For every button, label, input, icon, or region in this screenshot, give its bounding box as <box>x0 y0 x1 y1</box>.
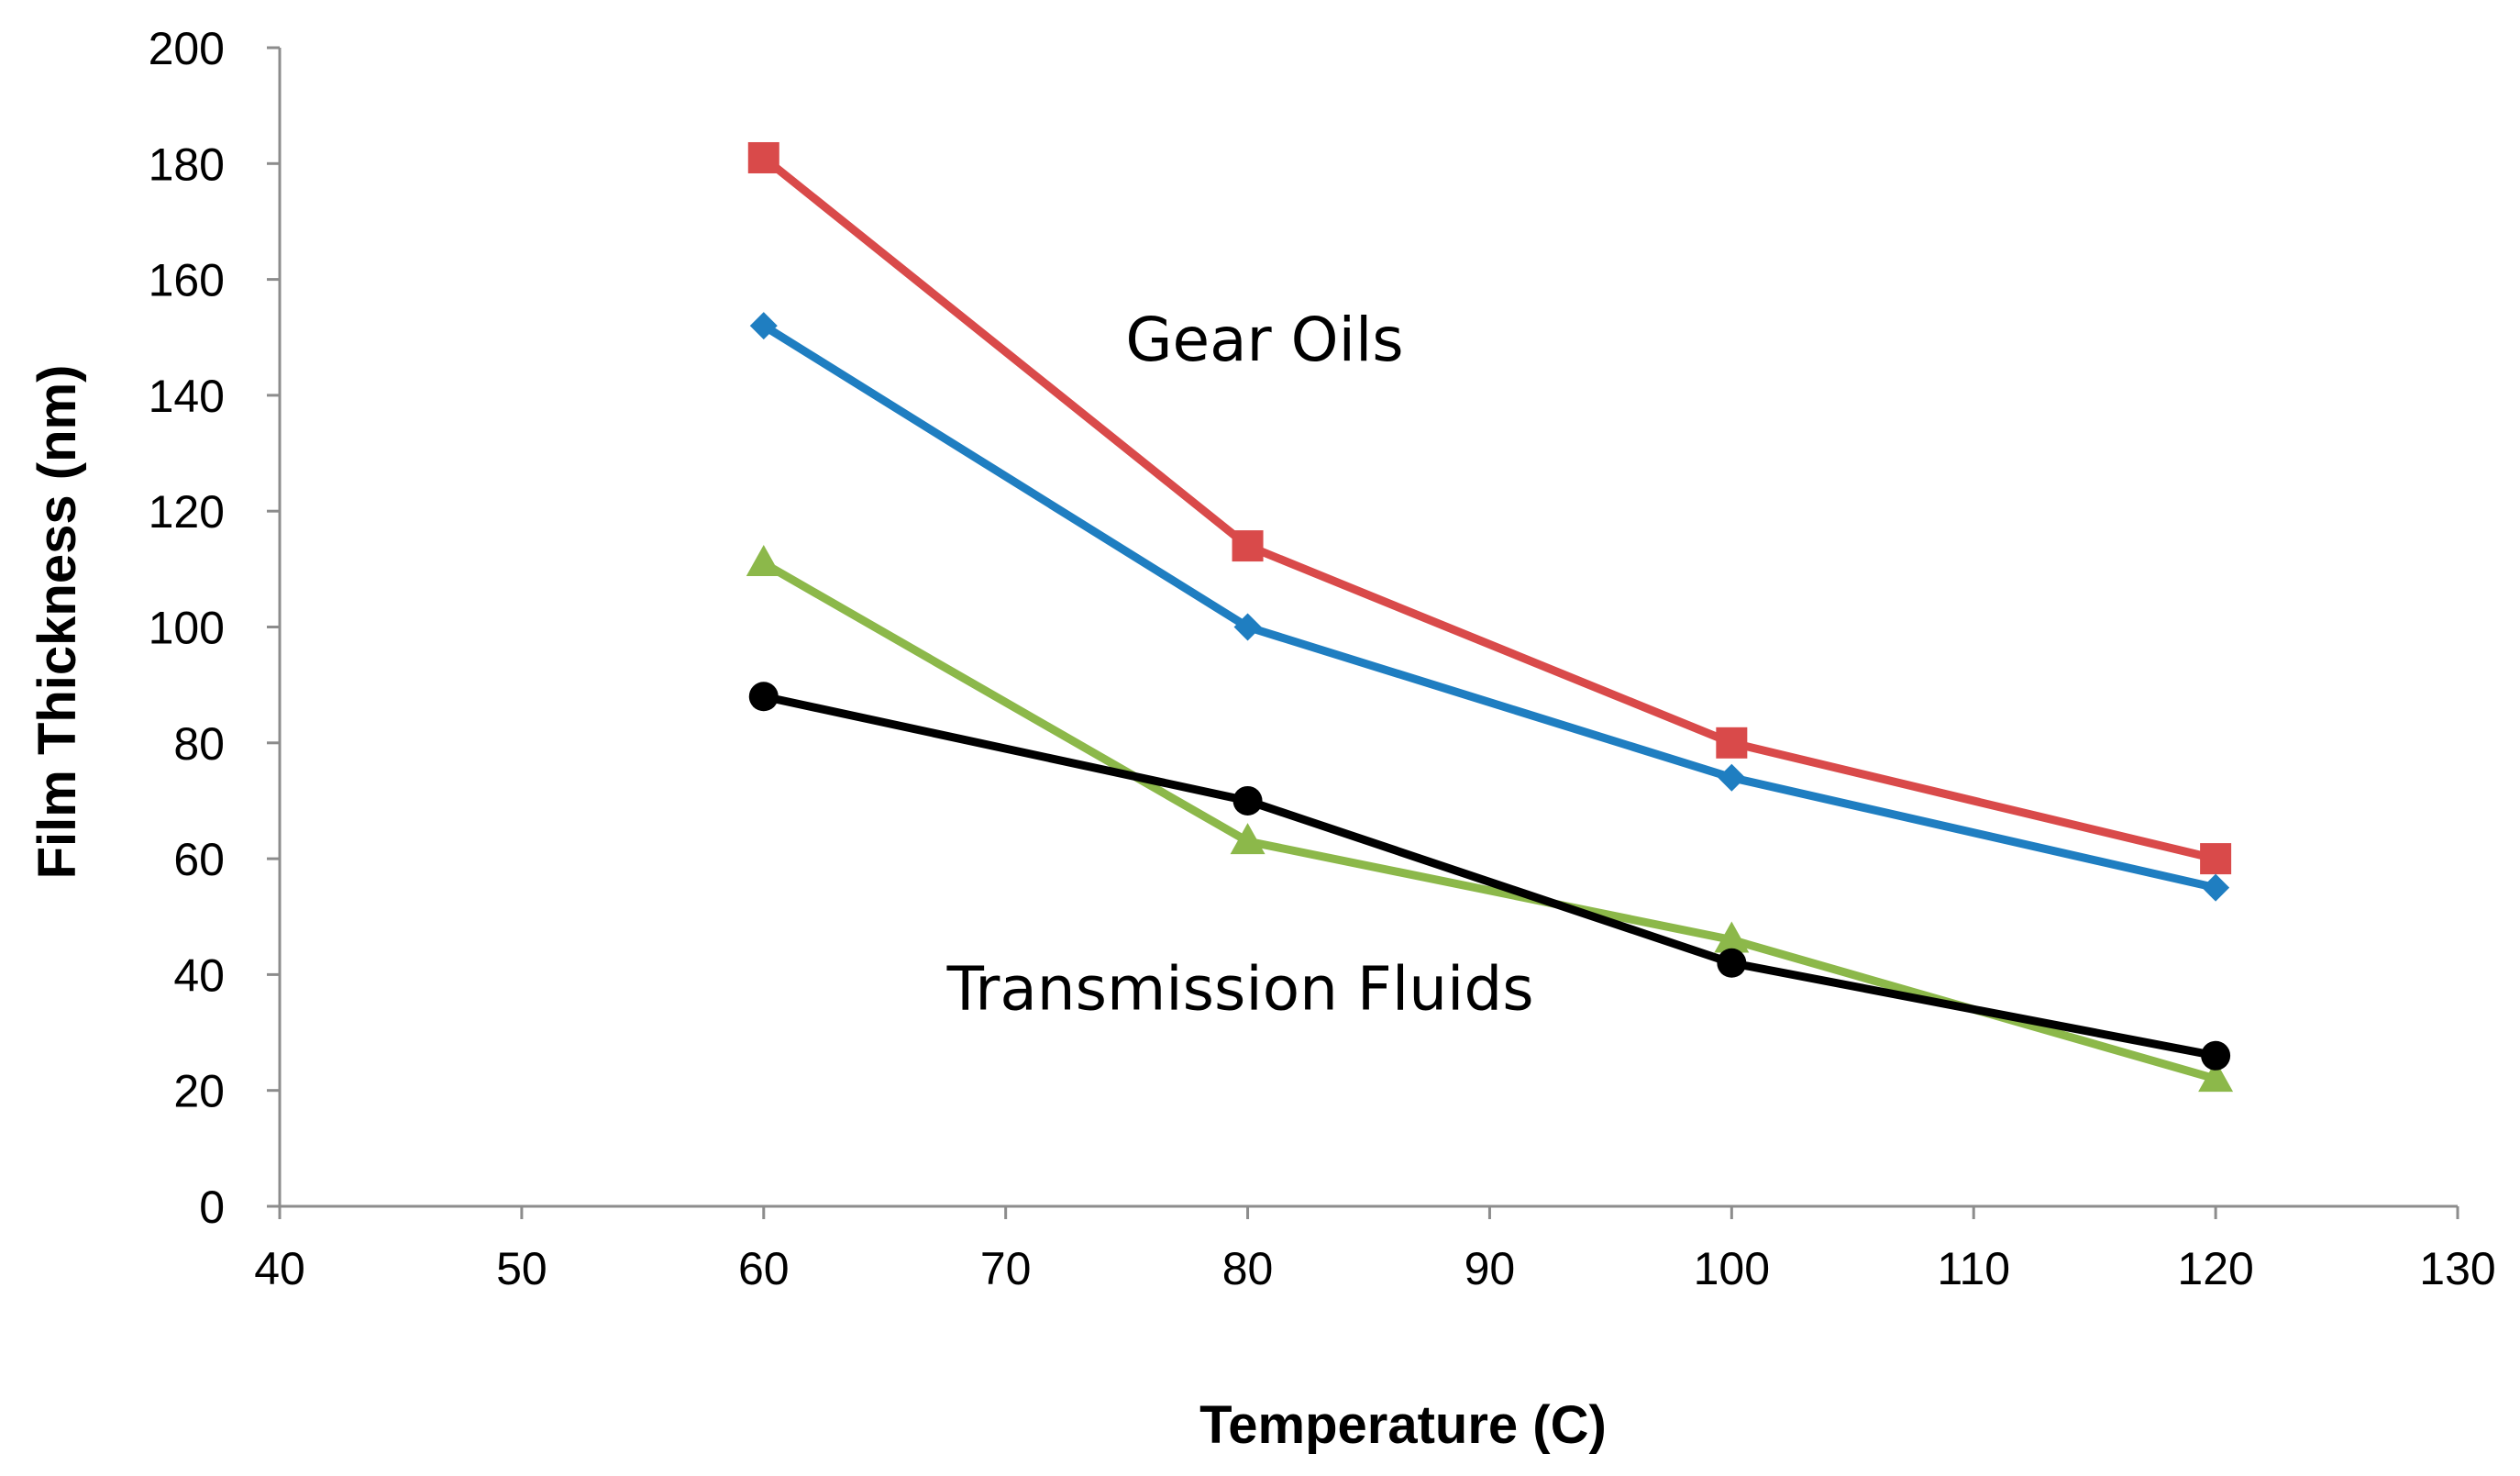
annotation-label: Gear Oils <box>1125 305 1403 375</box>
x-tick-label: 40 <box>254 1243 305 1294</box>
square-marker <box>1716 727 1748 759</box>
square-marker <box>1232 530 1264 562</box>
circle-marker <box>2201 1040 2231 1071</box>
y-tick-label: 140 <box>149 371 225 422</box>
y-axis-title: Film Thickness (nm) <box>28 365 87 880</box>
series-4 <box>748 682 2231 1071</box>
triangle-marker <box>1714 921 1750 953</box>
series-line <box>759 692 2220 1060</box>
diamond-marker <box>1718 763 1746 792</box>
x-tick-label: 110 <box>1937 1243 2010 1294</box>
x-tick-label: 90 <box>1464 1243 1516 1294</box>
y-tick-label: 40 <box>173 949 225 1001</box>
y-tick-label: 200 <box>149 23 225 74</box>
x-tick-label: 60 <box>738 1243 790 1294</box>
axes <box>267 46 2459 1219</box>
y-tick-label: 0 <box>199 1182 225 1233</box>
series-layer <box>746 141 2234 1093</box>
y-tick-label: 60 <box>173 834 225 885</box>
x-tick-label: 130 <box>2419 1243 2495 1294</box>
y-tick-label: 20 <box>173 1066 225 1117</box>
y-tick-label: 100 <box>149 603 225 654</box>
y-tick-label: 160 <box>149 255 225 306</box>
triangle-marker <box>746 545 781 577</box>
y-tick-label: 80 <box>173 718 225 770</box>
x-tick-label: 120 <box>2177 1243 2253 1294</box>
x-axis-title: Temperature (C) <box>1199 1395 1607 1455</box>
y-tick-label: 180 <box>149 139 225 190</box>
diamond-marker <box>2202 873 2230 902</box>
tick-labels: 0 20 40 60 80 100 120 140 160 180 200 40 50 60 70 80 90 1… <box>149 23 2496 1294</box>
x-tick-label: 50 <box>496 1243 547 1294</box>
annotation-label: Transmission Fluids <box>946 953 1534 1024</box>
series-line <box>759 153 2220 863</box>
x-tick-label: 100 <box>1694 1243 1770 1294</box>
circle-marker <box>748 682 779 712</box>
square-marker <box>747 141 779 173</box>
x-tick-label: 80 <box>1222 1243 1274 1294</box>
series-line <box>759 321 2220 893</box>
triangle-marker <box>1230 823 1266 855</box>
triangle-marker <box>2198 1060 2234 1093</box>
series-2 <box>749 312 2230 902</box>
diamond-marker <box>1233 613 1262 641</box>
circle-marker <box>1232 785 1263 816</box>
series-1 <box>747 141 2232 875</box>
annotations: Gear Oils Transmission Fluids <box>946 305 1534 1024</box>
y-tick-label: 120 <box>149 486 225 538</box>
diamond-marker <box>749 312 778 340</box>
square-marker <box>2200 843 2232 875</box>
circle-marker <box>1717 948 1747 978</box>
x-tick-label: 70 <box>980 1243 1032 1294</box>
